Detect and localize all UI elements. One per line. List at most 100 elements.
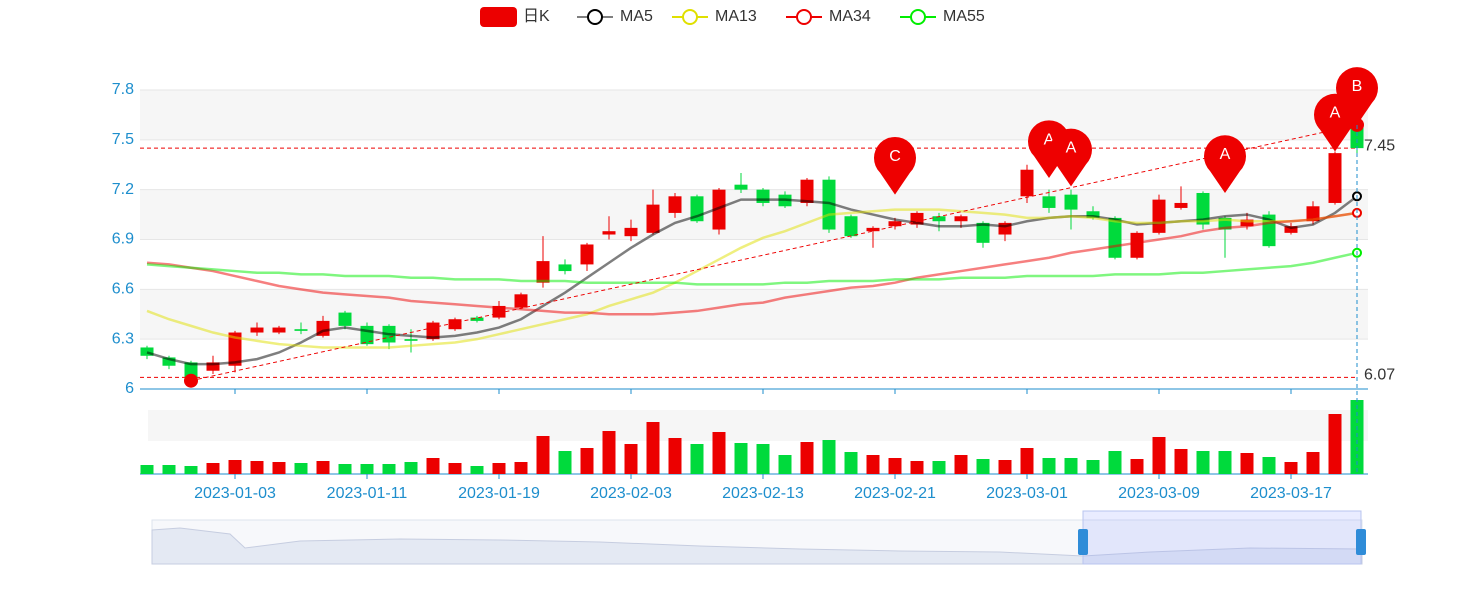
zoom-handle[interactable] [1078, 529, 1088, 555]
marker-label: A [1330, 105, 1341, 122]
marker-label: C [889, 148, 901, 165]
x-tick-label: 2023-01-19 [458, 485, 540, 502]
volume-bar [866, 455, 880, 474]
volume-bar [360, 464, 374, 474]
x-tick-label: 2023-03-01 [986, 485, 1068, 502]
y-tick-label: 7.5 [112, 131, 134, 148]
candle-body [1152, 199, 1166, 233]
volume-bar [228, 460, 242, 474]
volume-bar [624, 444, 638, 474]
volume-bar [1108, 451, 1122, 474]
volume-bar [844, 452, 858, 474]
marker-label: A [1044, 131, 1055, 148]
ma-line [146, 211, 1358, 316]
candle-body [712, 189, 726, 230]
grid-band [140, 90, 1368, 140]
data-zoom [151, 510, 1366, 565]
candle-body [272, 327, 286, 333]
volume-bar [514, 462, 528, 474]
y-tick-label: 6.6 [112, 281, 134, 298]
zoom-window[interactable] [1082, 510, 1362, 565]
candle-body [1284, 226, 1298, 233]
marker-pin [1336, 67, 1378, 125]
volume-bar [184, 466, 198, 474]
marker-pin [1313, 93, 1356, 152]
volume-bar [316, 461, 330, 474]
candle-body [1042, 196, 1056, 208]
marker-label: B [1352, 78, 1363, 95]
marker-pin [1204, 135, 1246, 193]
zoom-handle[interactable] [1356, 529, 1366, 555]
candle-body [646, 204, 660, 233]
candle-body [184, 362, 198, 378]
volume-bar [162, 465, 176, 474]
volume-bar [1328, 414, 1342, 474]
volume-bar [646, 422, 660, 474]
legend-dot [682, 9, 698, 25]
x-tick-label: 2023-03-09 [1118, 485, 1200, 502]
candle-body [1240, 219, 1254, 227]
volume-bar [998, 460, 1012, 474]
candle-body [1130, 232, 1144, 258]
candle-body [514, 294, 528, 308]
volume-bar [272, 462, 286, 474]
volume-bar [1196, 451, 1210, 474]
volume-bar [140, 465, 154, 474]
candle-body [294, 329, 308, 331]
volume-bar [668, 438, 682, 474]
candle-body [536, 261, 550, 283]
volume-bar [778, 455, 792, 474]
volume-bar [558, 451, 572, 474]
volume-bar [800, 442, 814, 474]
candle-body [404, 339, 418, 341]
legend-label: MA13 [715, 8, 757, 25]
volume-bar [932, 461, 946, 474]
volume-bar [294, 463, 308, 474]
candle-body [492, 305, 506, 318]
candle-body [1350, 126, 1364, 149]
candle-body [756, 189, 770, 203]
candle-body [1328, 153, 1342, 203]
candle-body [448, 319, 462, 330]
volume-bar [338, 464, 352, 474]
volume-bar [580, 448, 594, 474]
volume-bar [448, 463, 462, 474]
candle-body [602, 231, 616, 235]
x-tick-label: 2023-03-17 [1250, 485, 1332, 502]
candle-body [998, 222, 1012, 235]
y-tick-label: 6.3 [112, 330, 134, 347]
candle-body [162, 357, 176, 366]
volume-bar [1174, 449, 1188, 474]
volume-bar [250, 461, 264, 474]
candle-body [140, 347, 154, 356]
volume-bar [382, 464, 396, 474]
legend-dot [910, 9, 926, 25]
candle-body [426, 322, 440, 340]
y-tick-label: 7.8 [112, 81, 134, 98]
candle-body [668, 196, 682, 213]
volume-bar [1042, 458, 1056, 474]
x-tick-label: 2023-01-03 [194, 485, 276, 502]
volume-bar [1086, 460, 1100, 474]
volume-band [148, 410, 1368, 441]
volume-bar [822, 440, 836, 474]
volume-bar [1020, 448, 1034, 474]
candle-body [954, 216, 968, 222]
x-tick-label: 2023-02-21 [854, 485, 936, 502]
candle-body [800, 179, 814, 203]
volume-bar [536, 436, 550, 474]
volume-bar [1306, 452, 1320, 474]
trend-point [184, 373, 198, 388]
x-tick-label: 2023-01-11 [327, 485, 408, 502]
candle-body [228, 332, 242, 366]
volume-bar [1130, 459, 1144, 474]
volume-bar [602, 431, 616, 474]
volume-bar [1218, 451, 1232, 474]
candle-body [888, 221, 902, 227]
ma-line [146, 251, 1358, 286]
volume-bar [734, 443, 748, 474]
candle-body [1020, 169, 1034, 197]
ma-line [146, 208, 1358, 349]
candle-body [338, 312, 352, 326]
